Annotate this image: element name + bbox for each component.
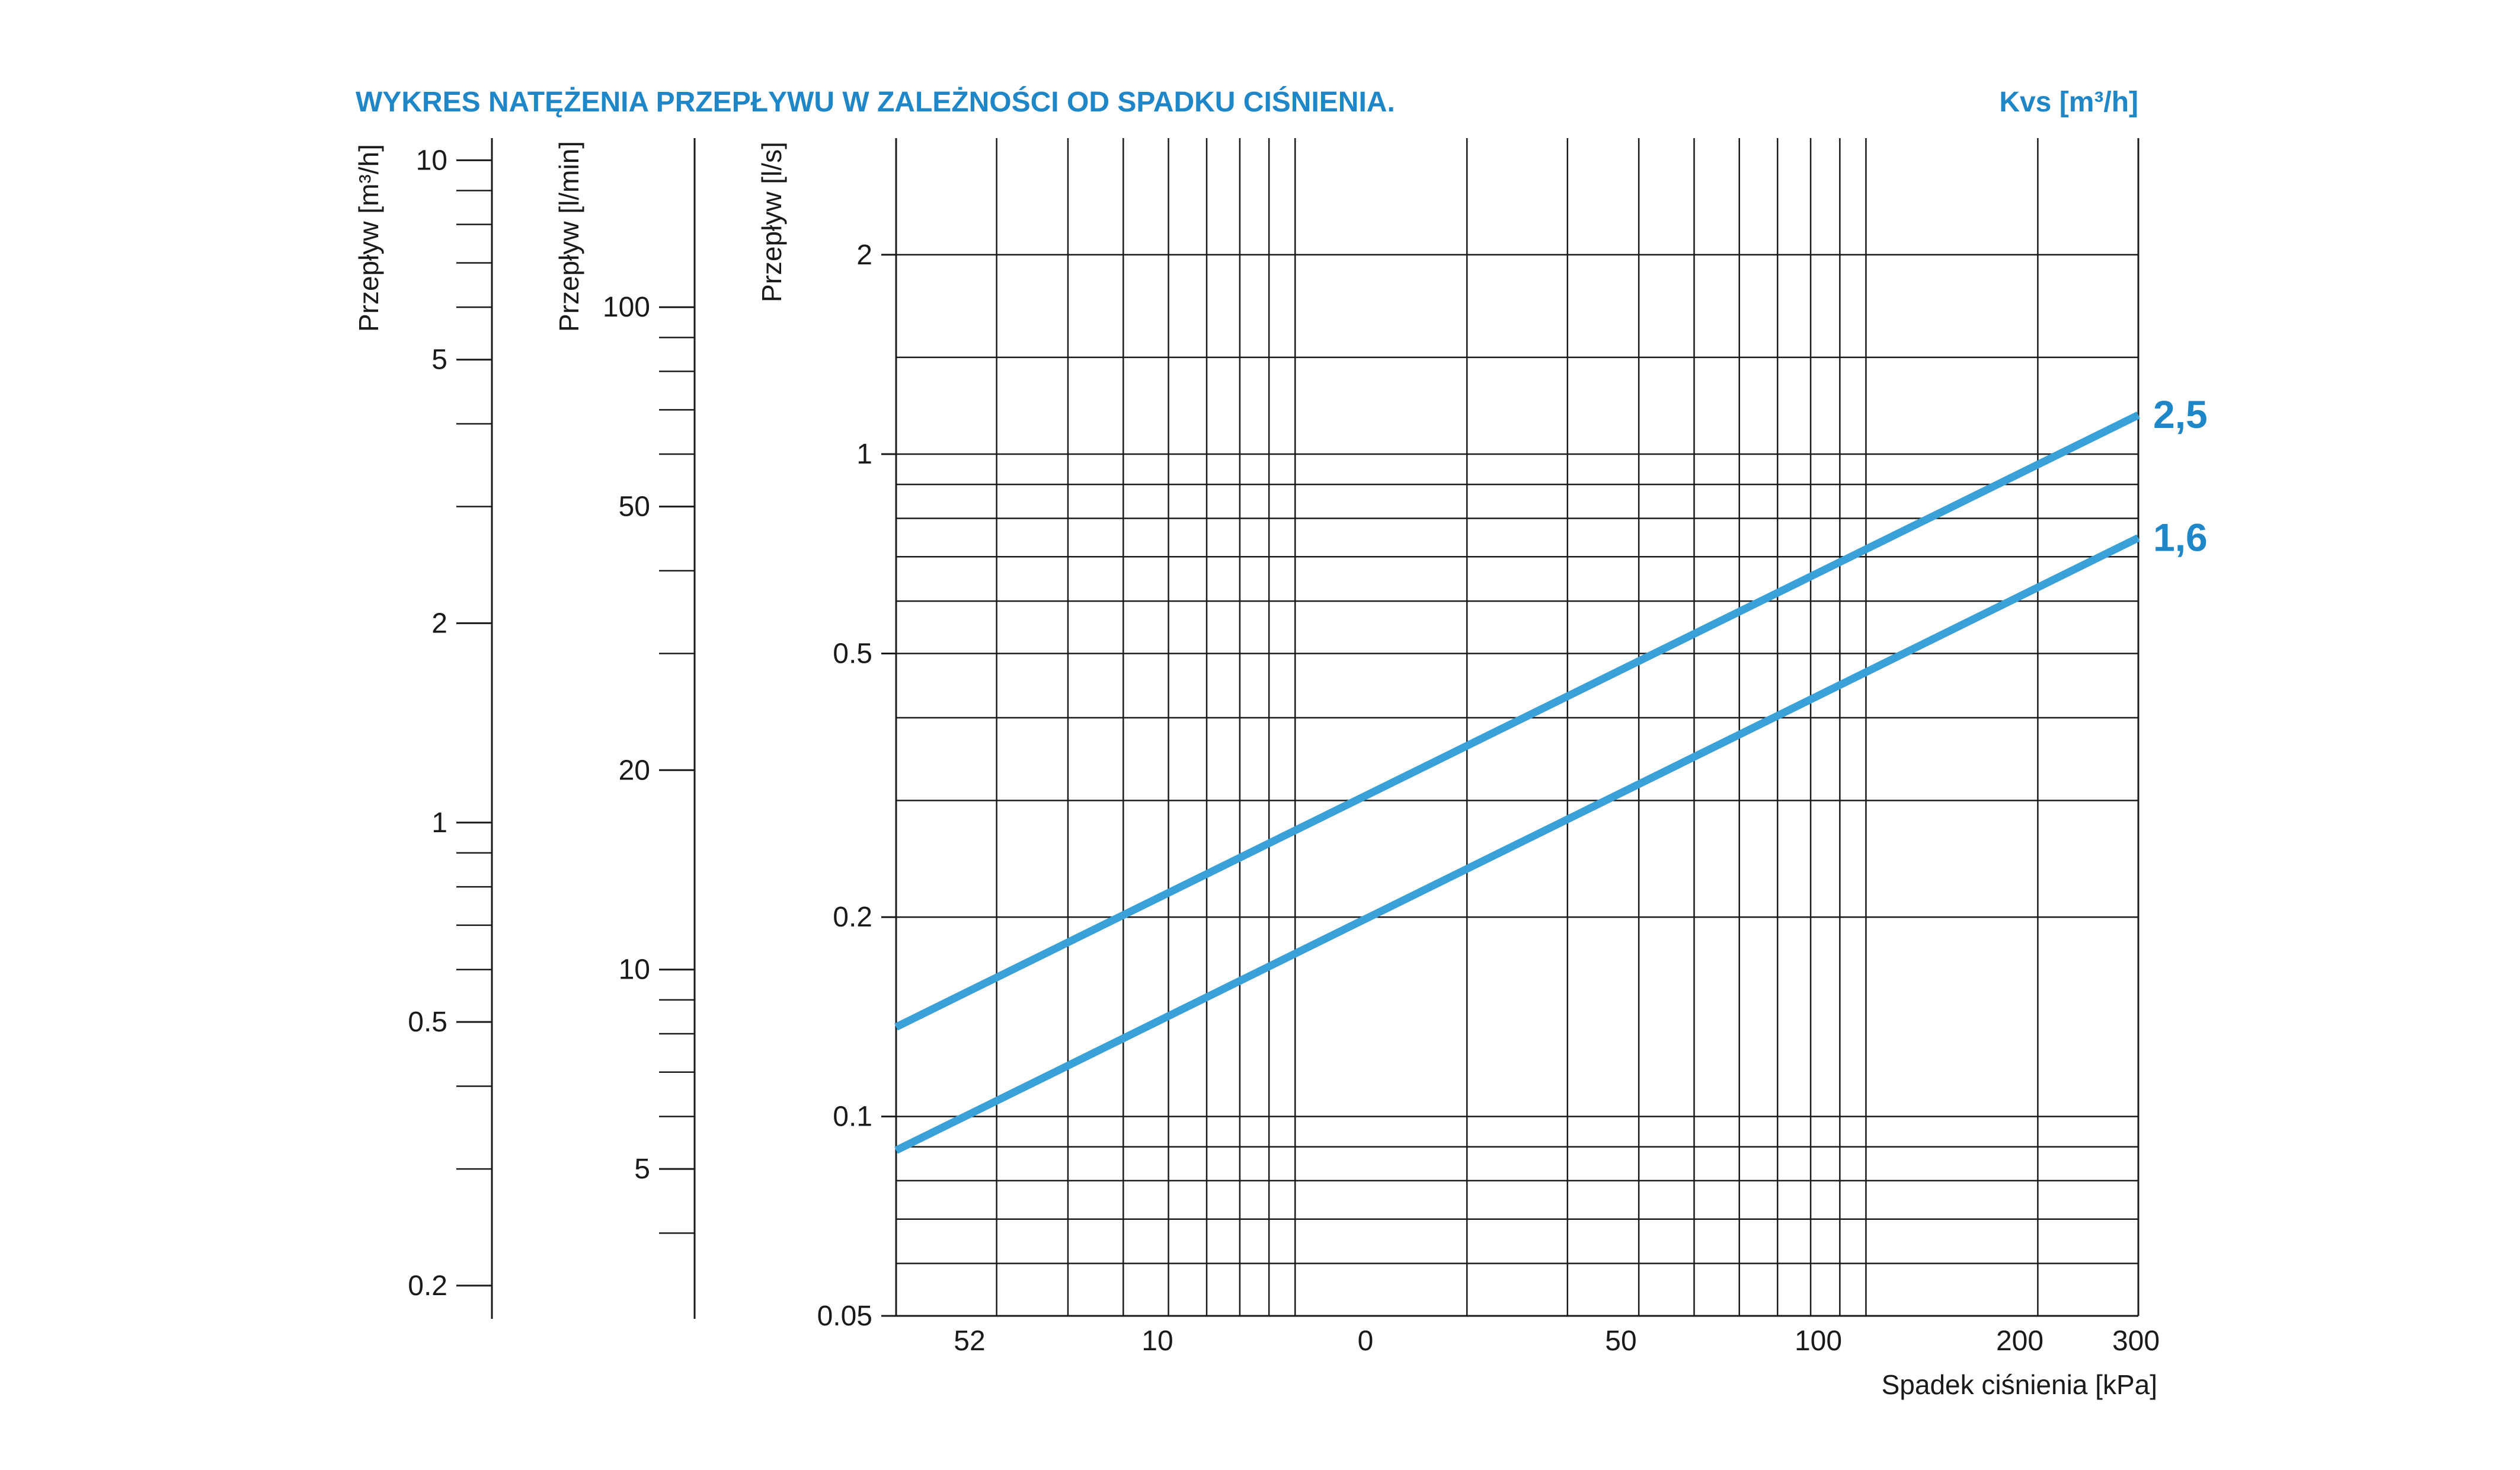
x-tick-label: 52 [954,1325,985,1357]
y-tick-label-ls: 0.1 [833,1101,872,1133]
chart-title: WYKRES NATĘŻENIA PRZEPŁYWU W ZALEŻNOŚCI … [356,85,1395,118]
x-tick-label: 0 [1358,1325,1374,1357]
series-line-kvs-2-5 [894,411,2140,1031]
x-tick-label: 10 [1141,1325,1173,1357]
plot-grid: 52 10 0 50 100 200 300210.50.20.10.05Przepływ … [756,138,2160,1357]
y-tick-label-lmin: 50 [619,491,650,523]
y-axis-label-m3h: Przepływ [m³/h] [353,144,384,332]
y-tick-label-lmin: 20 [619,755,650,786]
x-tick-label: 100 [1795,1325,1842,1357]
series-lines: 2,5 1,6 [894,392,2208,1154]
kvs-legend-title: Kvs [m³/h] [1999,87,2138,118]
y-tick-label-ls: 2 [856,239,872,271]
x-axis-label: Spadek ciśnienia [kPa] [1882,1369,2157,1400]
series-label-kvs-2-5: 2,5 [2153,392,2208,436]
y-tick-label-ls: 0.05 [817,1300,872,1332]
y-tick-label-ls: 0.2 [833,902,872,933]
y-tick-label-ls: 1 [856,439,872,470]
left-axes: 10 5 2 1 0.5 0.2 Przepływ [m³/h] 100 50 20 10 5 Prze… [353,138,696,1319]
y-tick-label-m3h: 10 [416,145,447,176]
y-tick-label-ls: 0.5 [833,638,872,670]
x-tick-label: 50 [1605,1325,1636,1357]
y-tick-label-m3h: 0.2 [408,1270,447,1302]
y-tick-label-m3h: 5 [431,344,447,376]
series-label-kvs-1-6: 1,6 [2153,515,2208,559]
y-tick-label-m3h: 1 [431,807,447,839]
y-axis-label-lmin: Przepływ [l/min] [554,141,584,332]
series-line-kvs-1-6 [894,534,2140,1154]
y-tick-label-lmin: 100 [603,292,650,323]
x-tick-label: 200 [1996,1325,2043,1357]
y-tick-label-lmin: 10 [619,954,650,986]
y-tick-label-m3h: 0.5 [408,1006,447,1038]
x-tick-label: 300 [2112,1325,2160,1357]
y-tick-label-lmin: 5 [634,1153,650,1185]
y-tick-label-m3h: 2 [431,608,447,639]
y-axis-label-ls: Przepływ [l/s] [756,142,787,302]
